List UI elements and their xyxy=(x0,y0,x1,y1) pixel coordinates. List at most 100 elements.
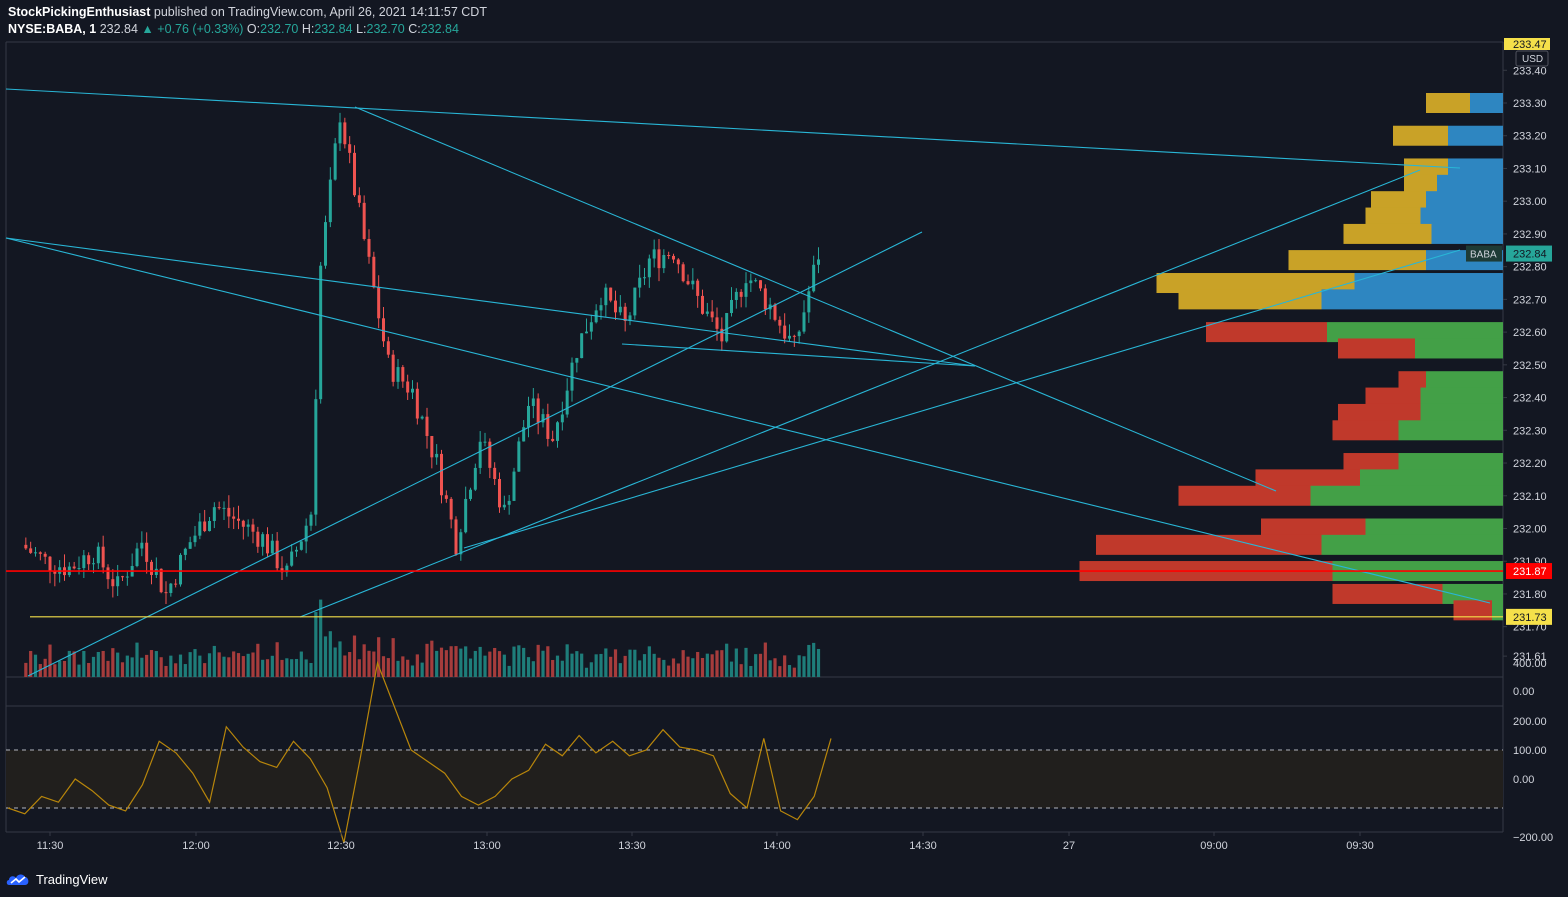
volume-bar xyxy=(758,653,763,677)
candle-down xyxy=(401,367,405,382)
volume-bar xyxy=(309,663,313,677)
trendlines xyxy=(5,88,1491,677)
time-tick-label: 27 xyxy=(1063,840,1075,852)
candle-up xyxy=(507,500,511,505)
candle-up xyxy=(309,514,313,526)
volume-bar xyxy=(623,655,627,677)
volume-profile-up-bar xyxy=(1420,207,1503,228)
volume-bar xyxy=(314,612,318,677)
candle-up xyxy=(435,453,439,458)
author-name[interactable]: StockPickingEnthusiast xyxy=(8,5,151,19)
candle-up xyxy=(319,265,323,400)
volume-bar xyxy=(164,665,168,677)
candle-up xyxy=(338,122,342,144)
candle-down xyxy=(493,467,497,479)
volume-bar xyxy=(425,643,429,677)
tradingview-logo[interactable]: TradingView xyxy=(6,870,108,888)
price-tick-label: 233.00 xyxy=(1513,196,1547,208)
candle-down xyxy=(343,122,347,145)
volume-bar xyxy=(744,647,748,677)
volume-profile-up-bar xyxy=(1354,273,1503,294)
time-tick-label: 12:00 xyxy=(182,840,210,852)
volume-bar xyxy=(652,653,656,677)
candle-down xyxy=(488,441,492,468)
tradingview-brand-label: TradingView xyxy=(36,871,108,887)
cci-tick-label: 0.00 xyxy=(1513,774,1534,786)
candle-up xyxy=(34,552,37,554)
candle-down xyxy=(24,544,28,549)
volume-bar xyxy=(304,659,308,677)
candle-down xyxy=(773,304,777,320)
volume-profile-down-bar xyxy=(1371,191,1426,212)
volume-bar xyxy=(294,658,299,677)
low-value: 232.70 xyxy=(366,22,405,36)
volume-bar xyxy=(609,656,613,677)
volume-bar xyxy=(261,659,265,677)
volume-bar xyxy=(212,645,216,677)
volume-profile-up-bar xyxy=(1321,534,1503,555)
candle-down xyxy=(121,576,124,578)
volume-axis-label: 0.00 xyxy=(1513,686,1534,698)
candle-up xyxy=(82,555,86,569)
volume-bar xyxy=(812,642,816,677)
volume-bar xyxy=(604,648,608,677)
volume-bar xyxy=(265,659,270,677)
candle-up xyxy=(730,299,733,314)
volume-profile-up-bar xyxy=(1327,322,1503,343)
volume-profile-down-bar xyxy=(1365,207,1421,228)
symbol-name[interactable]: NYSE:BABA, 1 xyxy=(8,22,97,36)
trendline xyxy=(299,169,1421,618)
candle-up xyxy=(807,291,811,313)
candle-up xyxy=(135,548,139,567)
candle-up xyxy=(473,467,477,490)
volume-bar xyxy=(72,651,76,677)
candle-down xyxy=(106,567,110,580)
volume-profile-down-bar xyxy=(1096,534,1322,555)
volume-bar xyxy=(783,655,787,677)
volume-bar xyxy=(251,652,255,677)
chart-canvas[interactable]: 233.40 233.30 233.20 233.10 233.00 232.90 232.… xyxy=(0,0,1568,860)
candle-down xyxy=(367,238,371,257)
volume-bar xyxy=(816,648,821,677)
candle-down xyxy=(681,264,685,282)
volume-profile-down-bar xyxy=(1338,338,1415,359)
volume-bar xyxy=(633,649,637,677)
price-tick-label: 232.00 xyxy=(1513,523,1547,535)
volume-bar xyxy=(468,658,473,677)
candle-up xyxy=(802,312,806,332)
volume-profile-down-bar xyxy=(1393,125,1448,146)
price-tick-label: 232.40 xyxy=(1513,393,1547,405)
time-tick-label: 09:30 xyxy=(1346,840,1374,852)
candle-up xyxy=(565,390,569,415)
candle-up xyxy=(290,551,294,566)
volume-bar xyxy=(739,664,743,677)
candle-up xyxy=(797,331,801,337)
volume-bar xyxy=(671,658,676,677)
candle-up xyxy=(585,331,588,334)
candle-down xyxy=(237,518,240,521)
candle-up xyxy=(169,583,173,593)
candle-up xyxy=(212,507,216,521)
candle-down xyxy=(53,571,57,574)
volume-bar xyxy=(357,659,361,677)
volume-profile-down-bar xyxy=(1426,93,1470,113)
volume-bar xyxy=(444,650,448,677)
price-axis-background xyxy=(1504,42,1566,832)
volume-bar xyxy=(256,643,260,677)
candle-up xyxy=(270,540,274,554)
chart-header: StockPickingEnthusiast published on Trad… xyxy=(8,4,1488,40)
candle-down xyxy=(348,144,352,153)
trendline xyxy=(5,88,1461,169)
close-value: 232.84 xyxy=(420,22,459,36)
volume-bar xyxy=(203,663,207,677)
volume-bar xyxy=(483,655,487,677)
candle-down xyxy=(739,291,743,297)
volume-bar xyxy=(531,661,535,677)
volume-bar xyxy=(362,644,366,677)
price-tick-label: 232.80 xyxy=(1513,262,1547,274)
candle-up xyxy=(459,532,463,555)
volume-bar xyxy=(599,653,603,677)
candle-down xyxy=(609,287,613,301)
candle-down xyxy=(145,542,149,562)
candle-up xyxy=(517,441,521,472)
